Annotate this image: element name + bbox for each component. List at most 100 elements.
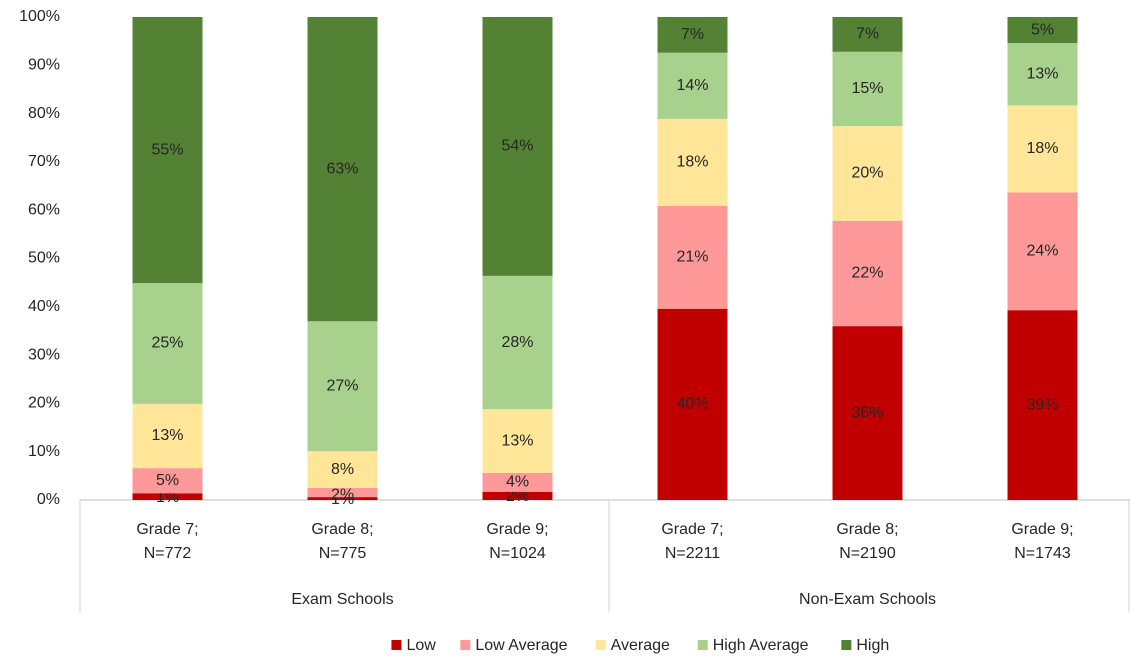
data-label: 27%	[326, 377, 358, 394]
bar-segment	[657, 308, 728, 500]
y-tick-label: 50%	[28, 250, 60, 267]
bar-segment	[1007, 17, 1078, 44]
legend-swatch	[595, 640, 606, 650]
bar-segment	[482, 17, 553, 276]
data-label: 22%	[851, 265, 883, 282]
bar-segment	[1007, 192, 1078, 311]
data-label: 28%	[501, 334, 533, 351]
bar-segment	[482, 472, 553, 492]
data-label: 5%	[156, 472, 179, 489]
bar-segment	[657, 52, 728, 119]
y-tick-label: 70%	[28, 153, 60, 170]
bar-segment	[657, 118, 728, 206]
legend-label: Low Average	[475, 637, 567, 654]
y-tick-label: 80%	[28, 105, 60, 122]
data-label: 20%	[851, 165, 883, 182]
bar-segment	[832, 17, 903, 52]
x-tick-line: Grade 8;	[836, 521, 898, 538]
y-tick-label: 90%	[28, 57, 60, 74]
data-label: 24%	[1026, 242, 1058, 259]
x-tick-line: N=772	[144, 545, 192, 562]
legend-label: Average	[611, 637, 670, 654]
x-tick-label: Grade 8; N=775	[311, 521, 373, 562]
x-tick-line: N=2190	[839, 545, 896, 562]
data-label: 7%	[681, 26, 704, 43]
bar-segment	[1007, 310, 1078, 500]
bar-segment	[657, 205, 728, 309]
data-label: 40%	[676, 396, 708, 413]
bar-segment	[1007, 43, 1078, 106]
bar-segment	[307, 497, 378, 500]
bar-segment	[132, 403, 203, 469]
x-tick-line: N=2211	[665, 545, 720, 562]
bar-segment	[832, 126, 903, 221]
data-label: 18%	[676, 154, 708, 171]
data-label: 2%	[506, 488, 529, 505]
y-tick-label: 100%	[19, 8, 60, 25]
data-label: 63%	[326, 160, 358, 177]
bar-segment	[832, 326, 903, 500]
x-tick-label: Grade 8; N=2190	[836, 521, 898, 562]
legend-label: Low	[406, 637, 436, 654]
legend-swatch	[391, 640, 402, 650]
x-tick-line: N=1024	[489, 545, 546, 562]
y-tick-label: 40%	[28, 298, 60, 315]
legend-label: High	[856, 637, 889, 654]
data-label: 39%	[1026, 396, 1058, 413]
bar-segment	[1007, 105, 1078, 193]
data-label: 36%	[851, 404, 883, 421]
x-tick-line: N=775	[319, 545, 367, 562]
data-label: 21%	[676, 249, 708, 266]
bar-segment	[307, 17, 378, 322]
bar-segment	[132, 468, 203, 494]
bar-segment	[307, 451, 378, 488]
bar-segment	[482, 491, 553, 500]
y-tick-label: 20%	[28, 395, 60, 412]
group-label: Exam Schools	[291, 591, 393, 608]
x-tick-label: Grade 7; N=2211	[661, 521, 723, 562]
legend-swatch	[841, 640, 852, 650]
data-label: 2%	[331, 487, 354, 504]
group-label: Non-Exam Schools	[799, 591, 936, 608]
data-label: 7%	[856, 26, 879, 43]
x-tick-line: Grade 9;	[1011, 521, 1073, 538]
legend-swatch	[460, 640, 471, 650]
y-tick-label: 60%	[28, 201, 60, 218]
data-label: 13%	[501, 432, 533, 449]
bar-segment	[132, 493, 203, 500]
y-tick-label: 10%	[28, 443, 60, 460]
data-label: 13%	[151, 427, 183, 444]
data-label: 13%	[1026, 65, 1058, 82]
y-tick-label: 30%	[28, 346, 60, 363]
x-tick-line: Grade 7;	[661, 521, 723, 538]
bar-segment	[482, 275, 553, 410]
x-tick-label: Grade 7; N=772	[136, 521, 198, 562]
bar-segment	[307, 487, 378, 498]
legend-label: High Average	[713, 637, 809, 654]
bar-segment	[832, 51, 903, 127]
data-label: 14%	[676, 77, 708, 94]
legend-swatch	[697, 640, 708, 650]
bar-segment	[132, 17, 203, 284]
x-tick-label: Grade 9; N=1024	[486, 521, 548, 562]
data-label: 4%	[506, 474, 529, 491]
bar-segment	[482, 409, 553, 473]
x-tick-line: Grade 9;	[486, 521, 548, 538]
data-label: 18%	[1026, 140, 1058, 157]
x-tick-label: Grade 9; N=1743	[1011, 521, 1073, 562]
x-tick-line: Grade 8;	[311, 521, 373, 538]
bar-segment	[307, 321, 378, 452]
data-label: 5%	[1031, 21, 1054, 38]
bar-segment	[132, 283, 203, 404]
y-tick-label: 0%	[37, 491, 60, 508]
x-tick-line: N=1743	[1014, 545, 1071, 562]
bar-segment	[832, 220, 903, 327]
data-label: 25%	[151, 335, 183, 352]
data-label: 8%	[331, 461, 354, 478]
data-label: 54%	[501, 138, 533, 155]
x-tick-line: Grade 7;	[136, 521, 198, 538]
bar-segment	[657, 17, 728, 53]
data-label: 15%	[851, 80, 883, 97]
data-label: 55%	[151, 141, 183, 158]
